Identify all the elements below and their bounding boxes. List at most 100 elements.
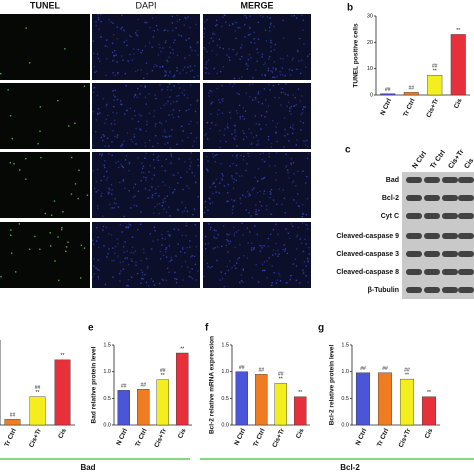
cell-dot (134, 183, 137, 186)
cell-dot (220, 162, 222, 165)
cell-dot (98, 246, 100, 249)
cell-dot (166, 267, 169, 269)
cell-dot (10, 252, 13, 254)
cell-dot (149, 26, 151, 29)
micrograph (92, 222, 200, 288)
cell-dot (306, 257, 309, 259)
cell-dot (116, 73, 119, 75)
cell-dot (103, 245, 105, 247)
cell-dot (160, 122, 163, 125)
cell-dot (119, 280, 121, 282)
cell-dot (100, 192, 103, 195)
cell-dot (183, 24, 185, 26)
cell-dot (204, 248, 207, 250)
cell-dot (164, 197, 166, 199)
cell-dot (256, 60, 258, 62)
blot-band (458, 269, 474, 275)
cell-dot (61, 227, 63, 229)
cell-dot (154, 188, 157, 190)
cell-dot (218, 192, 220, 194)
cell-dot (106, 170, 108, 173)
cell-dot (121, 14, 123, 17)
cell-dot (292, 162, 295, 164)
cell-dot (270, 146, 272, 148)
blot-band (458, 233, 474, 239)
cell-dot (290, 105, 293, 108)
cell-dot (288, 68, 290, 71)
cell-dot (64, 48, 66, 50)
cell-dot (215, 229, 217, 232)
cell-dot (119, 100, 122, 102)
cell-dot (44, 212, 47, 215)
cell-dot (167, 30, 169, 32)
cell-dot (278, 253, 280, 255)
cell-dot (165, 256, 168, 258)
cell-dot (172, 76, 175, 78)
cell-dot (289, 278, 292, 281)
cell-dot (167, 100, 169, 103)
cell-dot (264, 116, 266, 118)
cell-dot (302, 272, 305, 275)
cell-dot (163, 104, 165, 107)
cell-dot (129, 207, 132, 209)
cell-dot (259, 153, 262, 156)
cell-dot (288, 177, 290, 179)
cell-dot (182, 69, 184, 71)
cell-dot (259, 128, 262, 130)
cell-dot (184, 251, 186, 254)
x-tick-label: Tr Ctrl (252, 427, 267, 447)
cell-dot (182, 279, 184, 281)
cell-dot (215, 237, 218, 240)
cell-dot (146, 73, 148, 75)
cell-dot (231, 209, 234, 211)
cell-dot (137, 157, 139, 159)
cell-dot (190, 276, 193, 278)
cell-dot (108, 189, 111, 191)
cell-dot (271, 281, 273, 284)
cell-dot (181, 92, 183, 94)
cell-dot (221, 178, 223, 180)
cell-dot (136, 96, 138, 98)
cell-dot (97, 189, 99, 192)
cell-dot (157, 185, 159, 188)
cell-dot (129, 53, 131, 56)
cell-dot (203, 32, 206, 35)
blot-band (458, 213, 474, 219)
blot-band (442, 269, 458, 275)
cell-dot (185, 109, 187, 112)
cell-dot (108, 192, 110, 194)
cell-dot (267, 135, 270, 138)
cell-dot (266, 277, 268, 279)
cell-dot (211, 90, 213, 93)
y-tick-label: 0 (370, 92, 373, 98)
cell-dot (214, 161, 217, 163)
cell-dot (167, 75, 170, 77)
cell-dot (163, 208, 165, 210)
cell-dot (96, 53, 99, 55)
cell-dot (291, 181, 294, 184)
cell-dot (105, 179, 108, 181)
cell-dot (257, 21, 260, 24)
cell-dot (169, 260, 171, 263)
cell-dot (300, 242, 303, 245)
cell-dot (172, 191, 175, 193)
cell-dot (249, 26, 251, 29)
cell-dot (250, 132, 253, 134)
cell-dot (295, 144, 298, 146)
cell-dot (197, 158, 199, 161)
cell-dot (273, 76, 276, 79)
cell-dot (152, 145, 154, 148)
bar (399, 378, 415, 426)
cell-dot (159, 258, 162, 260)
cell-dot (148, 171, 150, 173)
cell-dot (74, 122, 76, 125)
cell-dot (40, 156, 42, 159)
cell-dot (10, 234, 12, 236)
cell-dot (275, 152, 278, 154)
cell-dot (268, 165, 271, 167)
cell-dot (186, 97, 189, 99)
cell-dot (159, 66, 161, 68)
cell-dot (131, 246, 134, 249)
cell-dot (153, 115, 155, 118)
cell-dot (247, 65, 249, 67)
